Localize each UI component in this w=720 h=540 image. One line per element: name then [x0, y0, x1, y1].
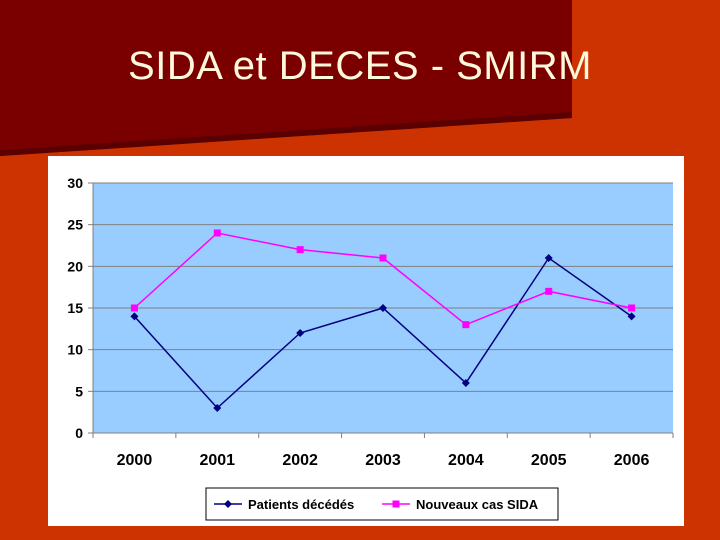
y-tick-label: 20	[67, 258, 83, 274]
x-tick-label: 2001	[199, 452, 235, 469]
line-chart: 0 5 10 15 20 25 30 2000 2001 2002 2003 2004 2005 2006…	[67, 175, 674, 521]
legend-marker-1	[224, 500, 232, 508]
series-2-point	[130, 304, 138, 312]
y-tick-label: 30	[67, 175, 83, 191]
series-1-point	[544, 254, 553, 262]
y-tick-label: 0	[75, 425, 83, 441]
series-1-point	[379, 304, 387, 312]
y-tick-label: 25	[67, 217, 83, 233]
x-tick-label: 2003	[365, 452, 401, 469]
x-tick-label: 2006	[614, 452, 650, 469]
y-tick-label: 15	[67, 300, 83, 316]
series-2-point	[628, 304, 636, 312]
series-2-point	[545, 287, 553, 295]
chart-panel: 0 5 10 15 20 25 30 2000 2001 2002 2003 2004 2005 2006…	[48, 156, 684, 526]
series-2-point	[462, 321, 470, 329]
x-tick-label: 2005	[531, 452, 567, 469]
series-1-point	[627, 312, 636, 321]
x-tick-label: 2002	[282, 452, 318, 469]
y-tick-label: 10	[67, 342, 83, 358]
legend-label-1: Patients décédés	[248, 497, 354, 512]
series-2-point	[379, 254, 387, 262]
legend-label-2: Nouveaux cas SIDA	[416, 497, 539, 512]
series-1-point	[296, 329, 305, 337]
legend-marker-2	[392, 500, 400, 508]
y-tick-label: 5	[75, 383, 83, 399]
series-2-point	[296, 246, 304, 254]
series-2-point	[213, 229, 221, 237]
x-tick-label: 2004	[448, 452, 484, 469]
x-tick-label: 2000	[117, 452, 153, 469]
series-1-point	[461, 379, 470, 387]
title-banner	[0, 0, 572, 156]
series-1-point	[130, 312, 139, 321]
slide-title: SIDA et DECES - SMIRM	[128, 44, 592, 88]
series-1-point	[213, 404, 222, 412]
